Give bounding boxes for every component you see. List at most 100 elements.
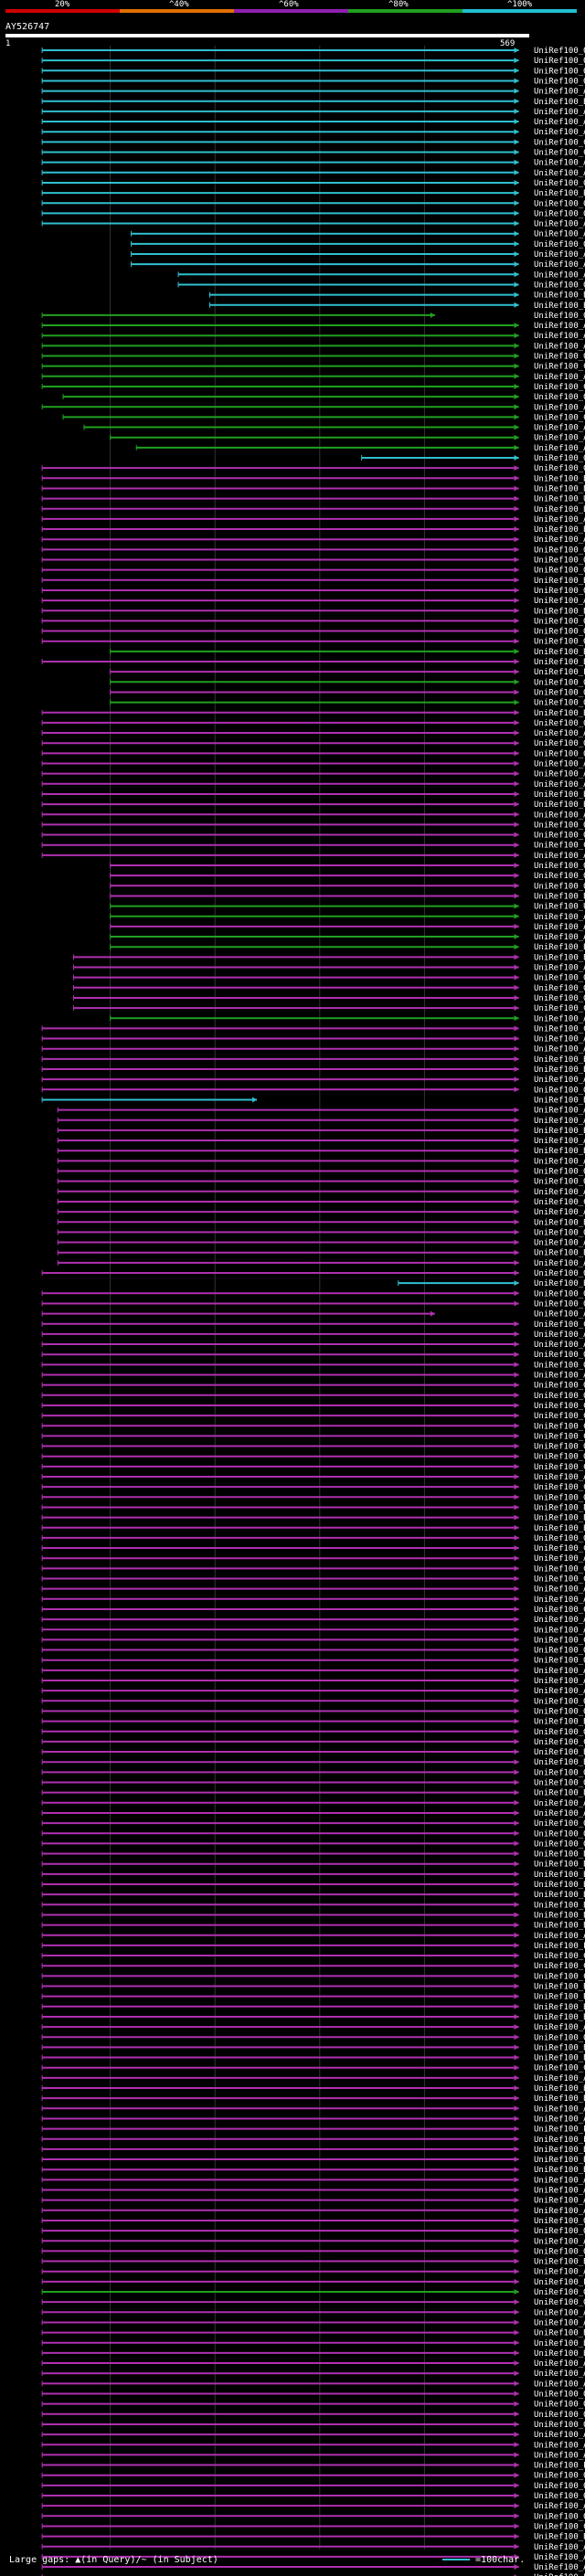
hit-label[interactable]: UniRef100_B9AJ38 (534, 1860, 585, 1870)
hit-label[interactable]: UniRef100_C3UVS8 (534, 1432, 585, 1441)
hit-label[interactable]: UniRef100_Q76PV6 (534, 2033, 585, 2042)
hit-label[interactable]: UniRef100_A9TEM8 (534, 230, 585, 239)
hit-label[interactable]: UniRef100_B7T769 (534, 2094, 585, 2104)
hit-label[interactable]: UniRef100_B6SZ31 (534, 1881, 585, 1890)
hit-label[interactable]: UniRef100_B6SYZ8 (534, 2084, 585, 2094)
hit-label[interactable]: UniRef100_P34804 (534, 2573, 585, 2576)
hit-label[interactable]: UniRef100_A9NLB8 (534, 2563, 585, 2572)
hit-label[interactable]: UniRef100_Q9X321 (534, 2421, 585, 2430)
hit-label[interactable]: UniRef100_C3KRC6 (534, 1198, 585, 1207)
hit-label[interactable]: UniRef100_C3PQP4 (534, 1606, 585, 1615)
hit-label[interactable]: UniRef100_Q6F746 (534, 312, 585, 321)
hit-label[interactable]: UniRef100_Q5XQ94 (534, 872, 585, 881)
hit-label[interactable]: UniRef100_A2SY16 (534, 1188, 585, 1197)
hit-label[interactable]: UniRef100_A4URF4 (534, 597, 585, 606)
hit-label[interactable]: UniRef100_A5B523 (534, 2104, 585, 2114)
hit-label[interactable]: UniRef100_Q6SYB3 (534, 994, 585, 1003)
hit-label[interactable]: UniRef100_Q41038 (534, 557, 585, 566)
hit-label[interactable]: UniRef100_A4RSU8 (534, 1595, 585, 1605)
hit-label[interactable]: UniRef100_A9TB05 (534, 260, 585, 270)
hit-label[interactable]: UniRef100_B5A416 (534, 2349, 585, 2359)
hit-label[interactable]: UniRef100_C9P508 (534, 1320, 585, 1330)
hit-label[interactable]: UniRef100_A2SY13 (534, 1137, 585, 1146)
hit-label[interactable]: UniRef100_B1PDK1 (534, 1249, 585, 1258)
hit-label[interactable]: UniRef100_B7T829 (534, 2329, 585, 2338)
hit-label[interactable]: UniRef100_B6T892 (534, 484, 585, 493)
hit-label[interactable]: UniRef100_Q2VSP9 (534, 240, 585, 249)
hit-label[interactable]: UniRef100_Q7PS21 (534, 1289, 585, 1299)
hit-label[interactable]: UniRef100_A9NSM6 (534, 1626, 585, 1635)
hit-label[interactable]: UniRef100_B9RME5 (534, 800, 585, 810)
hit-label[interactable]: UniRef100_Q9SP95 (534, 1779, 585, 1788)
hit-label[interactable]: UniRef100_A7NQ75 (534, 933, 585, 942)
hit-label[interactable]: UniRef100_Q9ST98 (534, 2472, 585, 2481)
hit-label[interactable]: UniRef100_A4GPN9 (534, 2023, 585, 2032)
hit-label[interactable]: UniRef100_A9TV02 (534, 913, 585, 922)
hit-label[interactable]: UniRef100_B6SZ37 (534, 1748, 585, 1757)
hit-label[interactable]: UniRef100_A9PHB6 (534, 159, 585, 168)
hit-label[interactable]: UniRef100_C7YI11 (534, 1024, 585, 1034)
hit-label[interactable]: UniRef100_B8LPT5 (534, 2533, 585, 2542)
hit-label[interactable]: UniRef100_C1MUM6 (534, 2522, 585, 2531)
hit-label[interactable]: UniRef100_UPI000... (534, 903, 585, 912)
hit-label[interactable]: UniRef100_A9NTW7 (534, 1341, 585, 1350)
hit-label[interactable]: UniRef100_A9T914 (534, 2369, 585, 2379)
hit-label[interactable]: UniRef100_Q6F747 (534, 2288, 585, 2297)
hit-label[interactable]: UniRef100_P20866 (534, 1942, 585, 1951)
hit-label[interactable]: UniRef100_B6SZ10 (534, 2156, 585, 2165)
hit-label[interactable]: UniRef100_A2SY14 (534, 342, 585, 351)
hit-label[interactable]: UniRef100_B6SZ03 (534, 1891, 585, 1900)
hit-label[interactable]: UniRef100_A9TDY7 (534, 780, 585, 790)
hit-label[interactable]: UniRef100_Q2UMQ5 (534, 1269, 585, 1278)
hit-label[interactable]: UniRef100_A6N104 (534, 434, 585, 443)
hit-label[interactable]: UniRef100_A4QPJ7 (534, 2380, 585, 2389)
hit-label[interactable]: UniRef100_Q39631 (534, 2492, 585, 2501)
hit-label[interactable]: UniRef100_A9TPZ7 (534, 1330, 585, 1340)
hit-label[interactable]: UniRef100_A4S374 (534, 811, 585, 820)
hit-label[interactable]: UniRef100_B2BW48 (534, 2258, 585, 2267)
hit-label[interactable]: UniRef100_Q41642 (534, 1647, 585, 1656)
hit-label[interactable]: UniRef100_Q1WLW1 (534, 1392, 585, 1401)
hit-label[interactable]: UniRef100_P16708 (534, 668, 585, 677)
hit-label[interactable]: UniRef100_Q5W5S8 (534, 281, 585, 290)
hit-label[interactable]: UniRef100_A9PK62 (534, 108, 585, 117)
hit-label[interactable]: UniRef100_UPI000... (534, 495, 585, 504)
hit-label[interactable]: UniRef100_A9SRM1 (534, 1799, 585, 1808)
hit-label[interactable]: UniRef100_C7NTC1 (534, 1972, 585, 1981)
hit-label[interactable]: UniRef100_B6SZ18 (534, 1911, 585, 1920)
hit-label[interactable]: UniRef100_Q75YY9 (534, 353, 585, 362)
hit-label[interactable]: UniRef100_A9S6F4 (534, 2176, 585, 2185)
hit-label[interactable]: UniRef100_C3UYT8 (534, 1402, 585, 1411)
hit-label[interactable]: UniRef100_B6SZ19 (534, 2003, 585, 2012)
hit-label[interactable]: UniRef100_Q6VVE5 (534, 464, 585, 473)
hit-label[interactable]: UniRef100_A7PSD5 (534, 88, 585, 97)
hit-label[interactable]: UniRef100_Q9C639 (534, 1697, 585, 1706)
hit-label[interactable]: UniRef100_Q4VT70 (534, 2298, 585, 2307)
hit-label[interactable]: UniRef100_A6XQ26 (534, 270, 585, 280)
hit-label[interactable]: UniRef100_Q5CXX0 (534, 1819, 585, 1829)
hit-label[interactable]: UniRef100_A4GPK1 (534, 403, 585, 412)
hit-label[interactable]: UniRef100_A2SY38 (534, 424, 585, 433)
hit-label[interactable]: UniRef100_A9TB62 (534, 2543, 585, 2552)
hit-label[interactable]: UniRef100_Q22213 (534, 2217, 585, 2226)
hit-label[interactable]: UniRef100_B4G143 (534, 1922, 585, 1931)
hit-label[interactable]: UniRef100_B6SZ13 (534, 1789, 585, 1798)
hit-label[interactable]: UniRef100_B6SZ08 (534, 1871, 585, 1880)
hit-label[interactable]: UniRef100_A9PPM1 (534, 1687, 585, 1696)
hit-label[interactable]: UniRef100_Q02070 (534, 638, 585, 647)
hit-label[interactable]: UniRef100_B6SMV5 (534, 607, 585, 616)
hit-label[interactable]: UniRef100_Q07489 (534, 1178, 585, 1187)
hit-label[interactable]: UniRef100_B6SZ24 (534, 1993, 585, 2002)
hit-label[interactable]: UniRef100_Q9ZSU1 (534, 974, 585, 983)
hit-label[interactable]: UniRef100_Q9VHW1 (534, 454, 585, 463)
hit-label[interactable]: UniRef100_Q40481 (534, 1534, 585, 1543)
hit-label[interactable]: UniRef100_B9S175 (534, 2043, 585, 2052)
hit-label[interactable]: UniRef100_Q75YY4 (534, 1453, 585, 1462)
hit-label[interactable]: UniRef100_B9MTI2 (534, 505, 585, 514)
hit-label[interactable]: UniRef100_B6SCL4 (534, 709, 585, 718)
hit-label[interactable]: UniRef100_Q84Y02 (534, 1443, 585, 1452)
hit-label[interactable]: UniRef100_Q8L391 (534, 2512, 585, 2521)
hit-label[interactable]: UniRef100_B1X869 (534, 658, 585, 667)
hit-label[interactable]: UniRef100_C5X082 (534, 1962, 585, 1971)
hit-label[interactable]: UniRef100_Q4VZ64 (534, 688, 585, 697)
